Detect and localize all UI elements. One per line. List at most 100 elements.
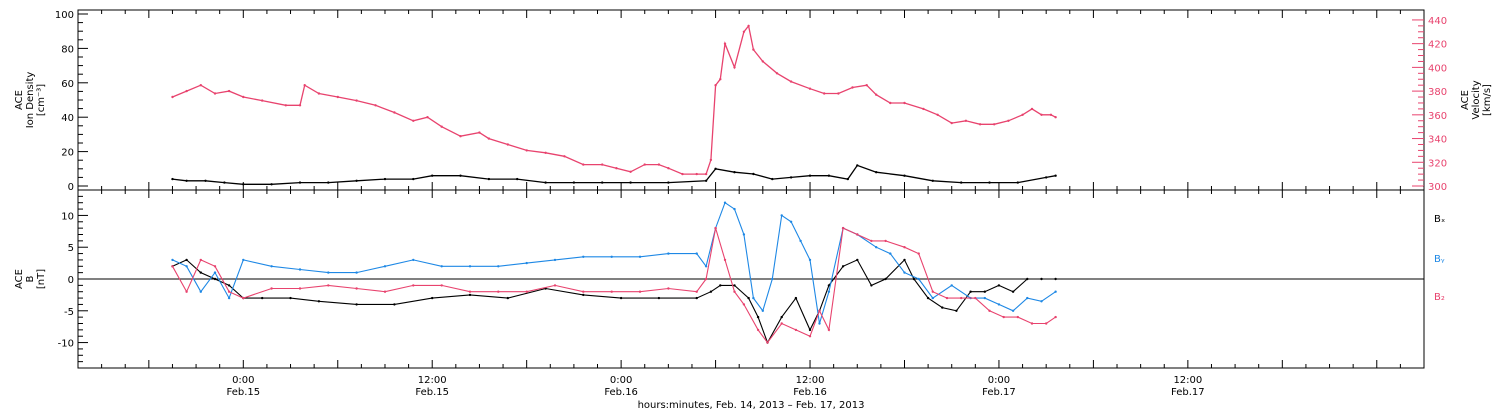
point-bz	[974, 296, 977, 300]
point-by	[818, 322, 821, 325]
point-bx	[261, 296, 264, 300]
point-by	[931, 296, 934, 300]
field-label-line3: [nT]	[36, 269, 47, 289]
bottom-panel-data	[171, 201, 1057, 344]
velocity-tick-label: 320	[1428, 158, 1447, 169]
point-by	[808, 258, 812, 262]
velocity-point	[1007, 119, 1010, 123]
time-axis-ticks: 0:00Feb.1512:00Feb.150:00Feb.1612:00Feb.…	[77, 10, 1425, 398]
point-bz	[270, 287, 273, 290]
velocity-label-line2: Velocity	[1471, 80, 1482, 119]
x-axis-title: hours:minutes, Feb. 14, 2013 – Feb. 17, …	[638, 400, 865, 410]
point-by	[695, 252, 698, 255]
velocity-point	[171, 95, 174, 99]
velocity-point	[227, 89, 231, 93]
point-by	[752, 296, 755, 300]
point-bz	[917, 252, 920, 255]
density-point	[752, 172, 755, 176]
density-point	[988, 181, 991, 184]
point-bz	[945, 296, 949, 300]
point-bx	[969, 290, 972, 293]
point-by	[355, 271, 358, 274]
point-bx	[468, 293, 472, 297]
point-bz	[856, 233, 859, 236]
density-axis-ticks: 0 20 40 60 80 100	[55, 10, 88, 193]
field-axis-label: ACE B [nT]	[14, 269, 47, 289]
series-by	[172, 201, 1056, 324]
velocity-axis-ticks: 300 320 340 360 380 400 420 440	[1412, 16, 1447, 193]
velocity-point	[978, 123, 982, 126]
density-point	[516, 177, 519, 181]
point-bz	[553, 284, 557, 287]
point-by	[553, 258, 557, 262]
velocity-point	[317, 92, 321, 95]
point-bx	[870, 284, 873, 287]
velocity-point	[865, 84, 868, 87]
point-by	[638, 255, 642, 258]
legend-bx: Bₓ	[1434, 214, 1445, 225]
velocity-point	[808, 87, 812, 90]
point-bx	[355, 303, 358, 306]
velocity-point	[426, 116, 429, 119]
point-bz	[695, 290, 698, 293]
point-by	[582, 255, 585, 258]
density-point	[827, 174, 831, 177]
velocity-point	[719, 78, 722, 81]
point-bz	[808, 335, 812, 338]
point-by	[1040, 300, 1043, 303]
point-bz	[723, 258, 727, 262]
velocity-point	[601, 163, 604, 166]
point-bx	[213, 277, 217, 281]
point-by	[185, 265, 188, 268]
velocity-point	[993, 123, 996, 126]
point-bz	[742, 303, 746, 306]
point-bz	[497, 290, 500, 293]
point-by	[799, 239, 802, 243]
density-point	[431, 174, 434, 177]
density-point	[204, 179, 207, 182]
point-bz	[468, 290, 472, 293]
density-label-line2: Ion Density	[25, 72, 36, 129]
point-bx	[941, 306, 944, 309]
velocity-point	[775, 72, 779, 75]
point-bx	[912, 277, 916, 281]
point-by	[733, 207, 736, 211]
density-point	[667, 181, 670, 184]
point-by	[468, 265, 472, 268]
point-bx	[289, 296, 292, 300]
velocity-point	[355, 99, 358, 102]
point-bx	[199, 271, 202, 274]
point-bx	[506, 296, 509, 300]
point-by	[497, 265, 500, 268]
point-bx	[747, 296, 750, 300]
velocity-series	[172, 24, 1056, 175]
density-point	[808, 174, 812, 177]
velocity-tick-label: 300	[1428, 182, 1447, 193]
top-panel-data	[171, 24, 1057, 186]
point-bx	[856, 258, 859, 262]
velocity-point	[261, 99, 264, 102]
velocity-point	[643, 163, 646, 166]
density-point	[714, 167, 717, 170]
legend-bz: B₂	[1434, 292, 1445, 303]
density-point	[733, 171, 736, 174]
velocity-point	[1021, 113, 1024, 117]
velocity-point	[875, 93, 878, 96]
velocity-tick-label: 420	[1428, 40, 1447, 51]
point-by	[270, 265, 273, 268]
point-by	[704, 265, 708, 268]
point-bx	[808, 328, 812, 332]
point-bz	[412, 284, 415, 287]
point-bx	[582, 293, 585, 297]
point-bz	[870, 239, 873, 243]
velocity-point	[837, 92, 840, 95]
density-point	[327, 181, 330, 184]
density-point	[242, 183, 245, 186]
velocity-tick-label: 400	[1428, 63, 1447, 74]
velocity-point	[752, 48, 755, 51]
point-bz	[667, 287, 670, 290]
point-bz	[298, 287, 302, 290]
density-point	[931, 179, 934, 182]
point-bx	[431, 296, 434, 300]
